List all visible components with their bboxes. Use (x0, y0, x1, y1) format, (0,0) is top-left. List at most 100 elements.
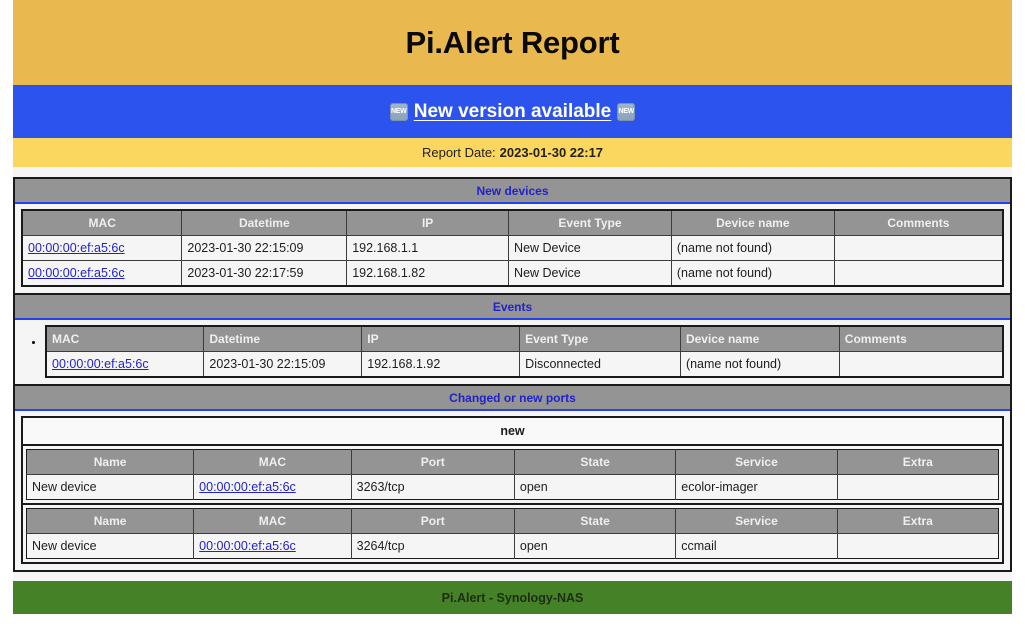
column-header-datetime: Datetime (181, 210, 348, 236)
list-item: MAC Datetime IP Event Type Device name C… (45, 325, 1004, 378)
cell-ip: 192.168.1.1 (346, 235, 510, 261)
section-body-events: MAC Datetime IP Event Type Device name C… (15, 320, 1010, 384)
cell-state: open (514, 533, 677, 559)
cell-device-name: (name not found) (671, 260, 835, 286)
section-title-changed-ports: Changed or new ports (15, 386, 1010, 411)
column-header-port: Port (351, 508, 515, 534)
column-header-port: Port (351, 449, 515, 475)
column-header-name: Name (26, 508, 195, 534)
ports-group-subtitle: new (21, 416, 1004, 444)
section-new-devices: New devices MAC Datetime IP Event Type D… (13, 177, 1012, 295)
column-header-device-name: Device name (671, 210, 835, 236)
column-header-mac: MAC (193, 508, 352, 534)
new-badge-icon: NEW (389, 102, 408, 121)
events-list: MAC Datetime IP Event Type Device name C… (21, 325, 1004, 378)
column-header-service: Service (675, 508, 838, 534)
cell-device-name: (name not found) (671, 235, 835, 261)
new-version-link[interactable]: NEW New version available NEW (389, 100, 636, 123)
ports-table-wrapper: Name MAC Port State Service Extra New de… (21, 444, 1004, 505)
report-date-value: 2023-01-30 22:17 (499, 145, 604, 160)
cell-datetime: 2023-01-30 22:15:09 (203, 351, 363, 377)
report-date-bar: Report Date: 2023-01-30 22:17 (13, 138, 1012, 167)
mac-link[interactable]: 00:00:00:ef:a5:6c (28, 241, 125, 255)
section-events: Events MAC Datetime (13, 295, 1012, 386)
column-header-mac: MAC (46, 326, 205, 352)
cell-port: 3264/tcp (351, 533, 515, 559)
cell-extra (837, 474, 999, 500)
cell-service: ccmail (675, 533, 838, 559)
page-footer: Pi.Alert - Synology-NAS (13, 581, 1012, 614)
column-header-ip: IP (346, 210, 510, 236)
table-header-row: MAC Datetime IP Event Type Device name C… (46, 326, 1003, 352)
table-row: 00:00:00:ef:a5:6c 2023-01-30 22:15:09 19… (22, 235, 1003, 261)
new-devices-table: MAC Datetime IP Event Type Device name C… (21, 209, 1004, 287)
ports-table-wrapper: Name MAC Port State Service Extra New de… (21, 505, 1004, 564)
column-header-extra: Extra (837, 508, 999, 534)
cell-extra (837, 533, 999, 559)
section-body-changed-ports: new Name MAC Port State (15, 411, 1010, 570)
column-header-extra: Extra (837, 449, 999, 475)
new-version-label: New version available (413, 100, 612, 122)
cell-comments (839, 351, 1003, 377)
cell-mac: 00:00:00:ef:a5:6c (193, 533, 352, 559)
cell-mac: 00:00:00:ef:a5:6c (22, 235, 183, 261)
column-header-service: Service (675, 449, 838, 475)
column-header-comments: Comments (834, 210, 1003, 236)
mac-link[interactable]: 00:00:00:ef:a5:6c (199, 480, 296, 494)
ports-table: Name MAC Port State Service Extra New de… (26, 508, 999, 559)
table-row: 00:00:00:ef:a5:6c 2023-01-30 22:15:09 19… (46, 351, 1003, 377)
mac-link[interactable]: 00:00:00:ef:a5:6c (28, 266, 125, 280)
cell-event-type: New Device (508, 260, 672, 286)
ports-table: Name MAC Port State Service Extra New de… (26, 449, 999, 500)
mac-link[interactable]: 00:00:00:ef:a5:6c (199, 539, 296, 553)
cell-port: 3263/tcp (351, 474, 515, 500)
column-header-state: State (514, 449, 677, 475)
section-title-new-devices: New devices (15, 179, 1010, 204)
column-header-device-name: Device name (680, 326, 840, 352)
cell-ip: 192.168.1.82 (346, 260, 510, 286)
report-date-label: Report Date: (421, 145, 496, 160)
cell-mac: 00:00:00:ef:a5:6c (22, 260, 183, 286)
table-row: 00:00:00:ef:a5:6c 2023-01-30 22:17:59 19… (22, 260, 1003, 286)
cell-name: New device (26, 474, 195, 500)
column-header-mac: MAC (22, 210, 183, 236)
cell-comments (834, 235, 1003, 261)
new-badge-icon: NEW (617, 102, 636, 121)
column-header-mac: MAC (193, 449, 352, 475)
column-header-event-type: Event Type (519, 326, 681, 352)
section-changed-ports: Changed or new ports new Name MAC (13, 386, 1012, 572)
table-row: New device 00:00:00:ef:a5:6c 3263/tcp op… (26, 474, 999, 500)
section-body-new-devices: MAC Datetime IP Event Type Device name C… (15, 204, 1010, 293)
table-header-row: Name MAC Port State Service Extra (26, 449, 999, 475)
cell-service: ecolor-imager (675, 474, 838, 500)
table-header-row: MAC Datetime IP Event Type Device name C… (22, 210, 1003, 236)
column-header-ip: IP (361, 326, 521, 352)
cell-mac: 00:00:00:ef:a5:6c (46, 351, 205, 377)
cell-event-type: Disconnected (519, 351, 681, 377)
cell-mac: 00:00:00:ef:a5:6c (193, 474, 352, 500)
events-table: MAC Datetime IP Event Type Device name C… (45, 325, 1004, 378)
table-row: New device 00:00:00:ef:a5:6c 3264/tcp op… (26, 533, 999, 559)
column-header-state: State (514, 508, 677, 534)
page-header: Pi.Alert Report (13, 0, 1012, 85)
cell-comments (834, 260, 1003, 286)
mac-link[interactable]: 00:00:00:ef:a5:6c (52, 357, 149, 371)
page-title: Pi.Alert Report (405, 24, 620, 60)
column-header-datetime: Datetime (203, 326, 363, 352)
column-header-event-type: Event Type (508, 210, 672, 236)
cell-event-type: New Device (508, 235, 672, 261)
column-header-name: Name (26, 449, 195, 475)
cell-device-name: (name not found) (680, 351, 840, 377)
cell-state: open (514, 474, 677, 500)
cell-datetime: 2023-01-30 22:15:09 (181, 235, 348, 261)
cell-datetime: 2023-01-30 22:17:59 (181, 260, 348, 286)
report-content: New devices MAC Datetime IP Event Type D… (13, 167, 1012, 581)
column-header-comments: Comments (839, 326, 1003, 352)
table-header-row: Name MAC Port State Service Extra (26, 508, 999, 534)
cell-name: New device (26, 533, 195, 559)
new-version-banner: NEW New version available NEW (13, 85, 1012, 138)
cell-ip: 192.168.1.92 (361, 351, 521, 377)
section-title-events: Events (15, 295, 1010, 320)
footer-text: Pi.Alert - Synology-NAS (441, 590, 584, 605)
